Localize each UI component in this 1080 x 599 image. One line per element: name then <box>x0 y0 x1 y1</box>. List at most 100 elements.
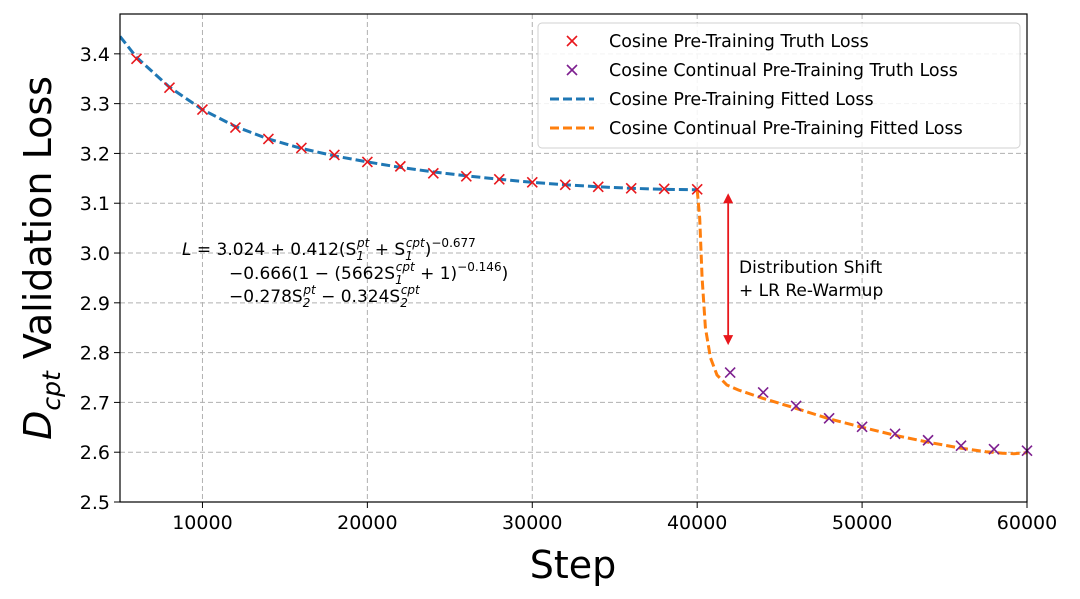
tick-layer: 10000 20000 30000 40000 50000 60000 2.5 2.6 2.7 2… <box>80 44 1057 534</box>
series-0-point-stroke-b <box>592 181 604 193</box>
x-axis-title: Step <box>530 543 617 587</box>
arrow-label-line-2: + LR Re-Warmup <box>739 281 883 301</box>
y-tick-label: 3.4 <box>80 44 110 66</box>
y-tick-label: 3.3 <box>80 94 110 116</box>
series-1-point-stroke-b <box>922 434 934 446</box>
series-0-point <box>592 181 604 193</box>
legend-label-2: Cosine Pre-Training Fitted Loss <box>609 90 874 110</box>
series-layer <box>120 35 1033 457</box>
y-tick-label: 3.1 <box>80 193 110 215</box>
series-0-point-stroke-b <box>394 160 406 172</box>
series-0-point <box>526 176 538 188</box>
series-1-point <box>823 412 835 424</box>
legend-label-0: Cosine Pre-Training Truth Loss <box>609 32 869 52</box>
series-0-point-stroke-b <box>361 156 373 168</box>
formula-line-1: L = 3.024 + 0.412(S1pt + S1cpt)−0.677 <box>182 236 476 263</box>
series-0-point <box>163 82 176 94</box>
legend: Cosine Pre-Training Truth Loss Cosine Con… <box>537 22 1021 149</box>
series-1-point-stroke-b <box>889 428 901 440</box>
legend-label-1: Cosine Continual Pre-Training Truth Loss <box>609 61 958 81</box>
series-0-point <box>559 179 571 191</box>
formula-line-3: −0.278S2pt − 0.324S2cpt <box>229 283 421 310</box>
y-tick-label: 2.5 <box>80 492 110 514</box>
y-axis-title-subscript: cpt <box>37 370 66 411</box>
legend-box <box>537 22 1021 149</box>
series-1-point-stroke-b <box>790 400 802 412</box>
y-tick-label: 2.8 <box>80 343 110 365</box>
y-axis-title-rest: Validation Loss <box>16 76 60 371</box>
series-1-point <box>988 443 1000 455</box>
series-1-point <box>922 434 934 446</box>
series-0-point <box>427 167 439 179</box>
series-0-point-stroke-b <box>163 82 176 94</box>
legend-marker-0 <box>566 35 578 47</box>
series-0-point-stroke-b <box>526 176 538 188</box>
series-0-point-stroke-b <box>460 170 472 182</box>
x-tick-label: 20000 <box>337 512 397 534</box>
series-0-point <box>328 149 340 161</box>
series-1-point-stroke-b <box>823 412 835 424</box>
series-1-point-stroke-b <box>757 386 769 399</box>
x-tick-label: 10000 <box>172 512 232 534</box>
series-1-point-stroke-b <box>955 440 967 452</box>
series-1-point <box>856 421 868 433</box>
y-axis-title-symbol: D <box>16 411 60 440</box>
legend-marker-1 <box>566 64 578 76</box>
series-0-point-stroke-b <box>295 142 307 154</box>
series-0-point-stroke-b <box>493 173 505 185</box>
series-line-3 <box>695 189 1027 456</box>
series-0-point-stroke-b <box>328 149 340 161</box>
y-tick-label: 2.7 <box>80 392 110 414</box>
x-tick-label: 30000 <box>502 512 562 534</box>
y-axis-title: Dcpt Validation Loss <box>16 76 66 440</box>
series-1-point <box>757 386 769 399</box>
series-0-point-stroke-b <box>427 167 439 179</box>
series-0-point <box>262 133 274 145</box>
y-tick-label: 2.9 <box>80 293 110 315</box>
series-0-point <box>691 183 703 195</box>
series-0-point <box>229 121 242 134</box>
distribution-shift-arrow <box>723 193 734 346</box>
series-0-point-stroke-b <box>229 121 242 134</box>
arrow-head-bottom <box>723 335 734 346</box>
series-1-point <box>889 428 901 440</box>
legend-label-3: Cosine Continual Pre-Training Fitted Los… <box>609 119 963 139</box>
series-0-point-stroke-b <box>559 179 571 191</box>
x-tick-label: 40000 <box>667 512 727 534</box>
plot-frame <box>119 13 1028 503</box>
series-0-point <box>196 104 209 116</box>
series-1-point <box>955 440 967 452</box>
series-0-point <box>658 183 670 195</box>
series-0-point-stroke-b <box>196 104 209 116</box>
arrow-head-top <box>723 193 734 204</box>
series-0-point-stroke-b <box>625 182 637 194</box>
series-0-point-stroke-b <box>691 183 703 195</box>
series-0-point-stroke-b <box>262 133 274 145</box>
x-tick-label: 60000 <box>997 512 1057 534</box>
series-0-point <box>625 182 637 194</box>
x-tick-label: 50000 <box>832 512 892 534</box>
fit-formula: L = 3.024 + 0.412(S1pt + S1cpt)−0.677 −0… <box>182 236 508 310</box>
series-1-point-stroke-b <box>724 366 736 379</box>
series-0-point <box>394 160 406 172</box>
series-0-point <box>361 156 373 168</box>
formula-line-2: −0.666(1 − (5662S1cpt + 1)−0.146) <box>229 260 508 287</box>
series-1-point-stroke-b <box>856 421 868 433</box>
series-0-point <box>493 173 505 185</box>
series-0-point <box>295 142 307 154</box>
series-1-point-stroke-b <box>988 443 1000 455</box>
legend-items: Cosine Pre-Training Truth Loss Cosine Con… <box>550 32 963 139</box>
series-0-point-stroke-b <box>130 53 143 65</box>
y-tick-label: 2.6 <box>80 442 110 464</box>
series-0-point <box>130 53 143 65</box>
series-0-point <box>460 170 472 182</box>
legend-marker-0-stroke-b <box>566 35 578 47</box>
arrow-label-line-1: Distribution Shift <box>739 258 883 278</box>
y-tick-label: 3.0 <box>80 243 110 265</box>
series-1-point <box>790 400 802 412</box>
series-1-point <box>724 366 736 379</box>
legend-marker-1-stroke-b <box>566 64 578 76</box>
series-0-point-stroke-b <box>658 183 670 195</box>
y-tick-label: 3.2 <box>80 143 110 165</box>
